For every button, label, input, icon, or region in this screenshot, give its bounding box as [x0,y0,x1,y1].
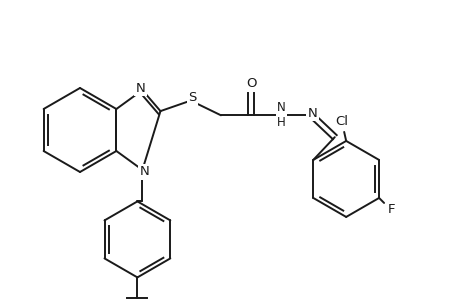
Text: Cl: Cl [335,116,348,128]
Text: F: F [386,203,394,216]
Text: N
H: N H [276,101,285,129]
Text: O: O [246,77,256,91]
Text: N: N [135,82,145,94]
Text: S: S [188,91,196,104]
Text: N: N [307,107,317,120]
Text: N: N [139,165,149,178]
